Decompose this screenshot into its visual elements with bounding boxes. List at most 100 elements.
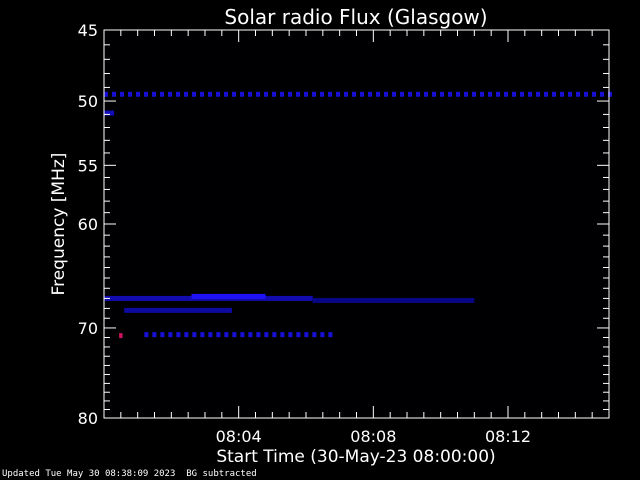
feature-band-49.5 xyxy=(104,91,612,97)
feature-segment xyxy=(472,91,476,97)
feature-segment xyxy=(264,332,269,338)
feature-segment xyxy=(328,91,332,97)
y-tick-label: 45 xyxy=(78,21,98,40)
feature-segment xyxy=(360,91,364,97)
feature-segment xyxy=(512,91,516,97)
feature-segment xyxy=(296,332,301,338)
feature-segment xyxy=(544,91,548,97)
feature-segment xyxy=(144,91,148,97)
feature-segment xyxy=(224,91,228,97)
feature-segment xyxy=(280,91,284,97)
feature-segment xyxy=(560,91,564,97)
feature-segment xyxy=(336,91,340,97)
feature-segment xyxy=(200,332,205,338)
feature-segment xyxy=(576,91,580,97)
feature-segment xyxy=(600,91,604,97)
feature-segment xyxy=(424,91,428,97)
feature-band-51 xyxy=(104,110,115,116)
feature-segment xyxy=(344,91,348,97)
feature-band-70.7 xyxy=(144,332,333,338)
feature-segment xyxy=(104,91,108,97)
y-tick-label: 55 xyxy=(78,156,98,175)
feature-segment xyxy=(568,91,572,97)
feature-segment xyxy=(504,91,508,97)
feature-segment xyxy=(448,91,452,97)
feature-segment xyxy=(480,91,484,97)
feature-segment xyxy=(392,91,396,97)
feature-segment xyxy=(240,332,245,338)
feature-segment xyxy=(456,91,460,97)
feature-segment xyxy=(136,91,140,97)
feature-segment xyxy=(584,91,588,97)
feature-segment xyxy=(200,91,204,97)
feature-segment xyxy=(232,332,237,338)
feature-segment xyxy=(352,91,356,97)
feature-band-68 xyxy=(124,307,232,313)
feature-segment xyxy=(408,91,412,97)
feature-segment xyxy=(320,91,324,97)
feature-segment xyxy=(296,91,300,97)
feature-segment xyxy=(192,91,196,97)
feature-burst-67 xyxy=(191,293,266,299)
feature-segment xyxy=(264,91,268,97)
x-tick-label: 08:04 xyxy=(216,427,262,446)
feature-segment xyxy=(208,91,212,97)
feature-segment xyxy=(376,91,380,97)
feature-segment xyxy=(488,91,492,97)
feature-band-67-faint xyxy=(312,297,475,303)
x-tick-label: 08:08 xyxy=(350,427,396,446)
feature-segment xyxy=(304,332,309,338)
feature-segment xyxy=(312,332,317,338)
y-tick-label: 60 xyxy=(78,215,98,234)
feature-segment xyxy=(176,332,181,338)
feature-segment xyxy=(160,91,164,97)
feature-segment xyxy=(400,91,404,97)
y-axis-label: Frequency [MHz] xyxy=(49,153,69,296)
feature-segment xyxy=(256,91,260,97)
feature-segment xyxy=(272,91,276,97)
feature-segment xyxy=(520,91,524,97)
feature-segment xyxy=(552,91,556,97)
updated-timestamp: Updated Tue May 30 08:38:09 2023 xyxy=(2,469,176,479)
feature-segment xyxy=(440,91,444,97)
y-tick-label: 70 xyxy=(78,319,98,338)
feature-segment xyxy=(288,332,293,338)
feature-segment xyxy=(320,332,325,338)
feature-segment xyxy=(112,91,116,97)
feature-segment xyxy=(184,332,189,338)
x-axis-label: Start Time (30-May-23 08:00:00) xyxy=(216,447,495,467)
feature-segment xyxy=(216,91,220,97)
feature-segment xyxy=(528,91,532,97)
feature-segment xyxy=(288,91,292,97)
y-axis-ticks: 45 50 55 60 70 80 xyxy=(78,21,609,428)
feature-segment xyxy=(176,91,180,97)
feature-segment xyxy=(240,91,244,97)
feature-segment xyxy=(608,91,612,97)
feature-segment xyxy=(120,91,124,97)
feature-segment xyxy=(312,91,316,97)
feature-segment xyxy=(280,332,285,338)
feature-segment xyxy=(384,91,388,97)
feature-segment xyxy=(152,91,156,97)
x-axis-ticks: 08:04 08:08 08:12 xyxy=(103,30,610,446)
feature-segment xyxy=(168,91,172,97)
feature-segment xyxy=(216,332,221,338)
feature-segment xyxy=(232,91,236,97)
plot-area xyxy=(104,30,609,418)
chart-title: Solar radio Flux (Glasgow) xyxy=(224,5,487,29)
feature-segment xyxy=(432,91,436,97)
x-tick-label: 08:12 xyxy=(485,427,531,446)
feature-segment xyxy=(272,332,277,338)
feature-segment xyxy=(248,91,252,97)
feature-segment xyxy=(248,332,253,338)
feature-segment xyxy=(184,91,188,97)
feature-segment xyxy=(144,332,149,338)
feature-segment xyxy=(464,91,468,97)
feature-segment xyxy=(256,332,261,338)
feature-segment xyxy=(328,332,333,338)
feature-segment xyxy=(416,91,420,97)
feature-segment xyxy=(592,91,596,97)
feature-segment xyxy=(160,332,165,338)
feature-segment xyxy=(304,91,308,97)
